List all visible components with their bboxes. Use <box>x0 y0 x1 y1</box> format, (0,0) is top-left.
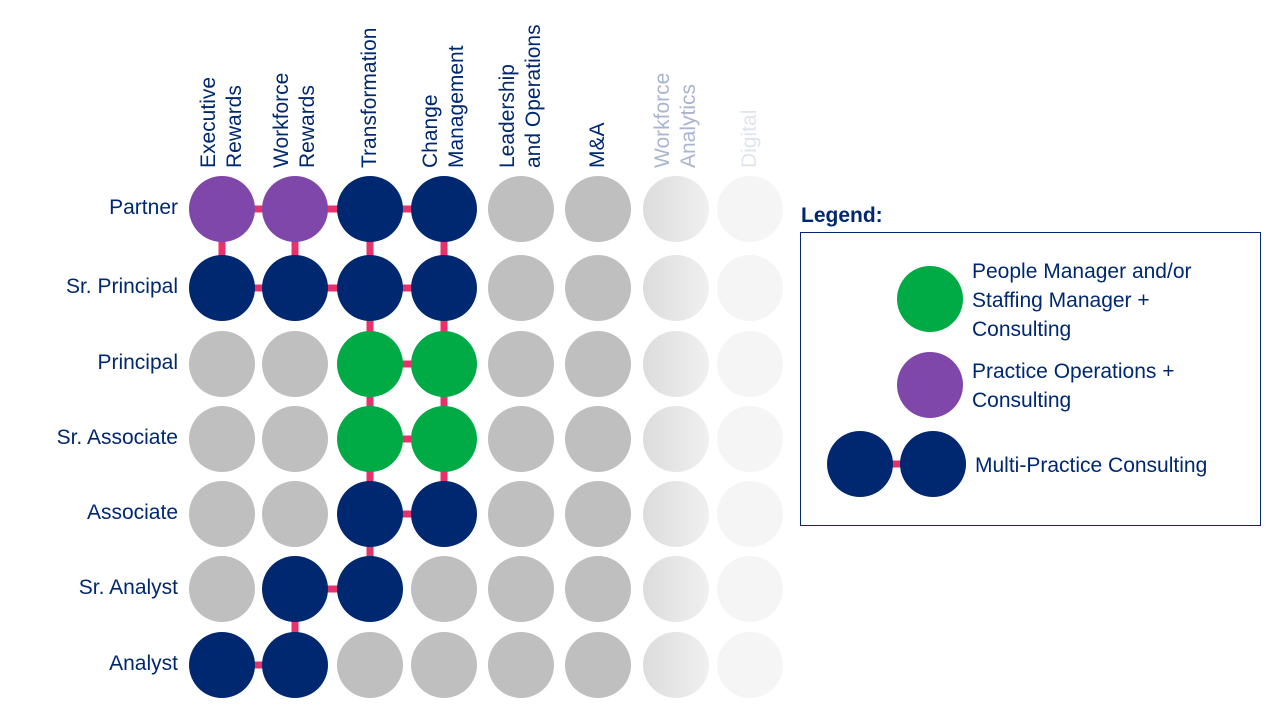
matrix-circle <box>643 331 709 397</box>
matrix-circle <box>643 255 709 321</box>
column-header-line: Digital <box>738 109 761 168</box>
matrix-circle <box>337 556 403 622</box>
matrix-circle <box>411 176 477 242</box>
column-header: Digital <box>737 110 763 168</box>
column-header-line: Workforce <box>270 72 293 168</box>
matrix-circle <box>262 481 328 547</box>
column-header: Leadership and Operations <box>495 24 547 168</box>
matrix-circle <box>411 556 477 622</box>
matrix-circle <box>565 255 631 321</box>
matrix-circle <box>488 176 554 242</box>
matrix-circle <box>337 406 403 472</box>
matrix-circle <box>262 632 328 698</box>
matrix-circle <box>643 632 709 698</box>
matrix-circle <box>337 481 403 547</box>
matrix-circle <box>189 632 255 698</box>
matrix-circle <box>488 406 554 472</box>
legend-label-practice-operations: Practice Operations + Consulting <box>972 360 1175 412</box>
legend-swatch-navy <box>900 431 966 497</box>
row-label: Analyst <box>109 652 178 675</box>
column-header-line: M&A <box>586 122 609 168</box>
column-header: M&A <box>585 122 611 168</box>
column-header-line: Transformation <box>358 27 381 168</box>
matrix-circle <box>337 176 403 242</box>
matrix-circle <box>717 632 783 698</box>
matrix-circle <box>565 632 631 698</box>
matrix-circle <box>717 406 783 472</box>
column-header-line: Leadership <box>496 64 519 168</box>
matrix-circle <box>189 556 255 622</box>
matrix-circle <box>488 556 554 622</box>
matrix-circle <box>262 176 328 242</box>
matrix-circle <box>189 331 255 397</box>
matrix-circle <box>717 331 783 397</box>
matrix-circle <box>488 331 554 397</box>
matrix-circle <box>643 556 709 622</box>
row-label: Sr. Associate <box>56 426 178 449</box>
legend-title: Legend: <box>801 204 883 227</box>
matrix-circle <box>643 176 709 242</box>
matrix-circle <box>488 255 554 321</box>
row-label: Associate <box>86 501 178 524</box>
legend-swatch-navy <box>827 431 893 497</box>
row-label: Sr. Principal <box>65 275 178 298</box>
matrix-circle <box>488 632 554 698</box>
column-header-line: and Operations <box>522 24 545 168</box>
legend-label-multi-practice: Multi-Practice Consulting <box>975 454 1208 477</box>
column-header-line: Executive <box>197 76 220 168</box>
matrix-circle <box>411 406 477 472</box>
matrix-circle <box>643 481 709 547</box>
column-header: Workforce Analytics <box>650 73 702 168</box>
matrix-circle <box>717 255 783 321</box>
matrix-circle <box>337 632 403 698</box>
matrix-circle <box>337 255 403 321</box>
matrix-circle <box>488 481 554 547</box>
matrix-circle <box>717 176 783 242</box>
legend-box <box>800 232 1261 526</box>
matrix-circle <box>565 556 631 622</box>
matrix-circle <box>189 176 255 242</box>
column-header-line: Rewards <box>223 85 246 168</box>
matrix-circle <box>717 481 783 547</box>
column-header-line: Analytics <box>677 83 700 168</box>
matrix-circle <box>262 556 328 622</box>
matrix-circle <box>189 406 255 472</box>
matrix-circle <box>643 406 709 472</box>
column-header-line: Workforce <box>651 72 674 168</box>
matrix-circle <box>262 406 328 472</box>
column-header-line: Change <box>419 94 442 168</box>
legend-swatch-purple <box>897 352 963 418</box>
row-label: Partner <box>109 196 178 219</box>
matrix-circle <box>565 176 631 242</box>
matrix-circle <box>262 331 328 397</box>
matrix-circle <box>411 632 477 698</box>
column-header: Change Management <box>418 45 470 168</box>
matrix-circle <box>565 481 631 547</box>
matrix-circle <box>717 556 783 622</box>
matrix-circle <box>565 406 631 472</box>
matrix-circle <box>189 481 255 547</box>
column-header: Transformation <box>357 28 383 168</box>
matrix-circle <box>189 255 255 321</box>
row-label: Sr. Analyst <box>78 576 178 599</box>
column-header: Workforce Rewards <box>269 73 321 168</box>
matrix-circle <box>337 331 403 397</box>
column-header-line: Rewards <box>296 85 319 168</box>
matrix-circle <box>411 481 477 547</box>
row-label: Principal <box>97 351 178 374</box>
matrix-circle <box>565 331 631 397</box>
legend-label-people-manager: People Manager and/or Staffing Manager +… <box>972 260 1192 341</box>
matrix-circle <box>411 255 477 321</box>
matrix-circle <box>262 255 328 321</box>
matrix-circle <box>411 331 477 397</box>
legend-swatch-green <box>897 266 963 332</box>
column-header: Executive Rewards <box>196 77 248 168</box>
column-header-line: Management <box>445 45 468 168</box>
